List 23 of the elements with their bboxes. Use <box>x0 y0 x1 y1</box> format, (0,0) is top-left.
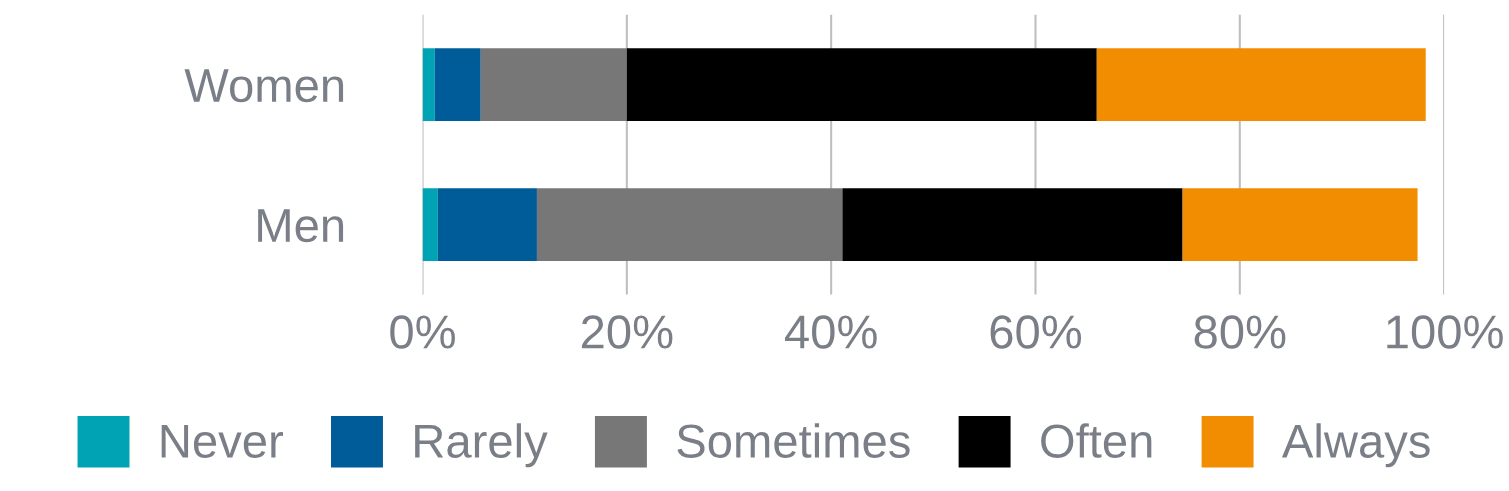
legend-label: Never <box>161 424 283 458</box>
x-tick-label: 40% <box>784 315 877 349</box>
x-tick-label: 20% <box>581 315 673 349</box>
bar <box>434 48 481 122</box>
y-tick-label: Women <box>184 69 344 103</box>
bar <box>422 48 435 122</box>
x-tick-label: 0% <box>390 315 455 349</box>
x-tick-label: 60% <box>990 315 1082 349</box>
legend-label: Often <box>1041 423 1152 458</box>
bar <box>536 188 843 262</box>
bar <box>1182 188 1418 262</box>
legend-label: Sometimes <box>677 423 910 458</box>
x-tick-label: 100% <box>1387 315 1503 349</box>
legend-label: Rarely <box>415 423 548 468</box>
bar <box>1096 48 1426 122</box>
legend-label: Always <box>1281 423 1430 468</box>
bar <box>842 188 1183 262</box>
bar <box>480 48 627 122</box>
bar <box>437 188 537 262</box>
bar <box>422 188 438 262</box>
y-tick-label: Men <box>258 209 344 243</box>
x-tick-label: 80% <box>1194 315 1286 349</box>
bar <box>626 48 1097 122</box>
